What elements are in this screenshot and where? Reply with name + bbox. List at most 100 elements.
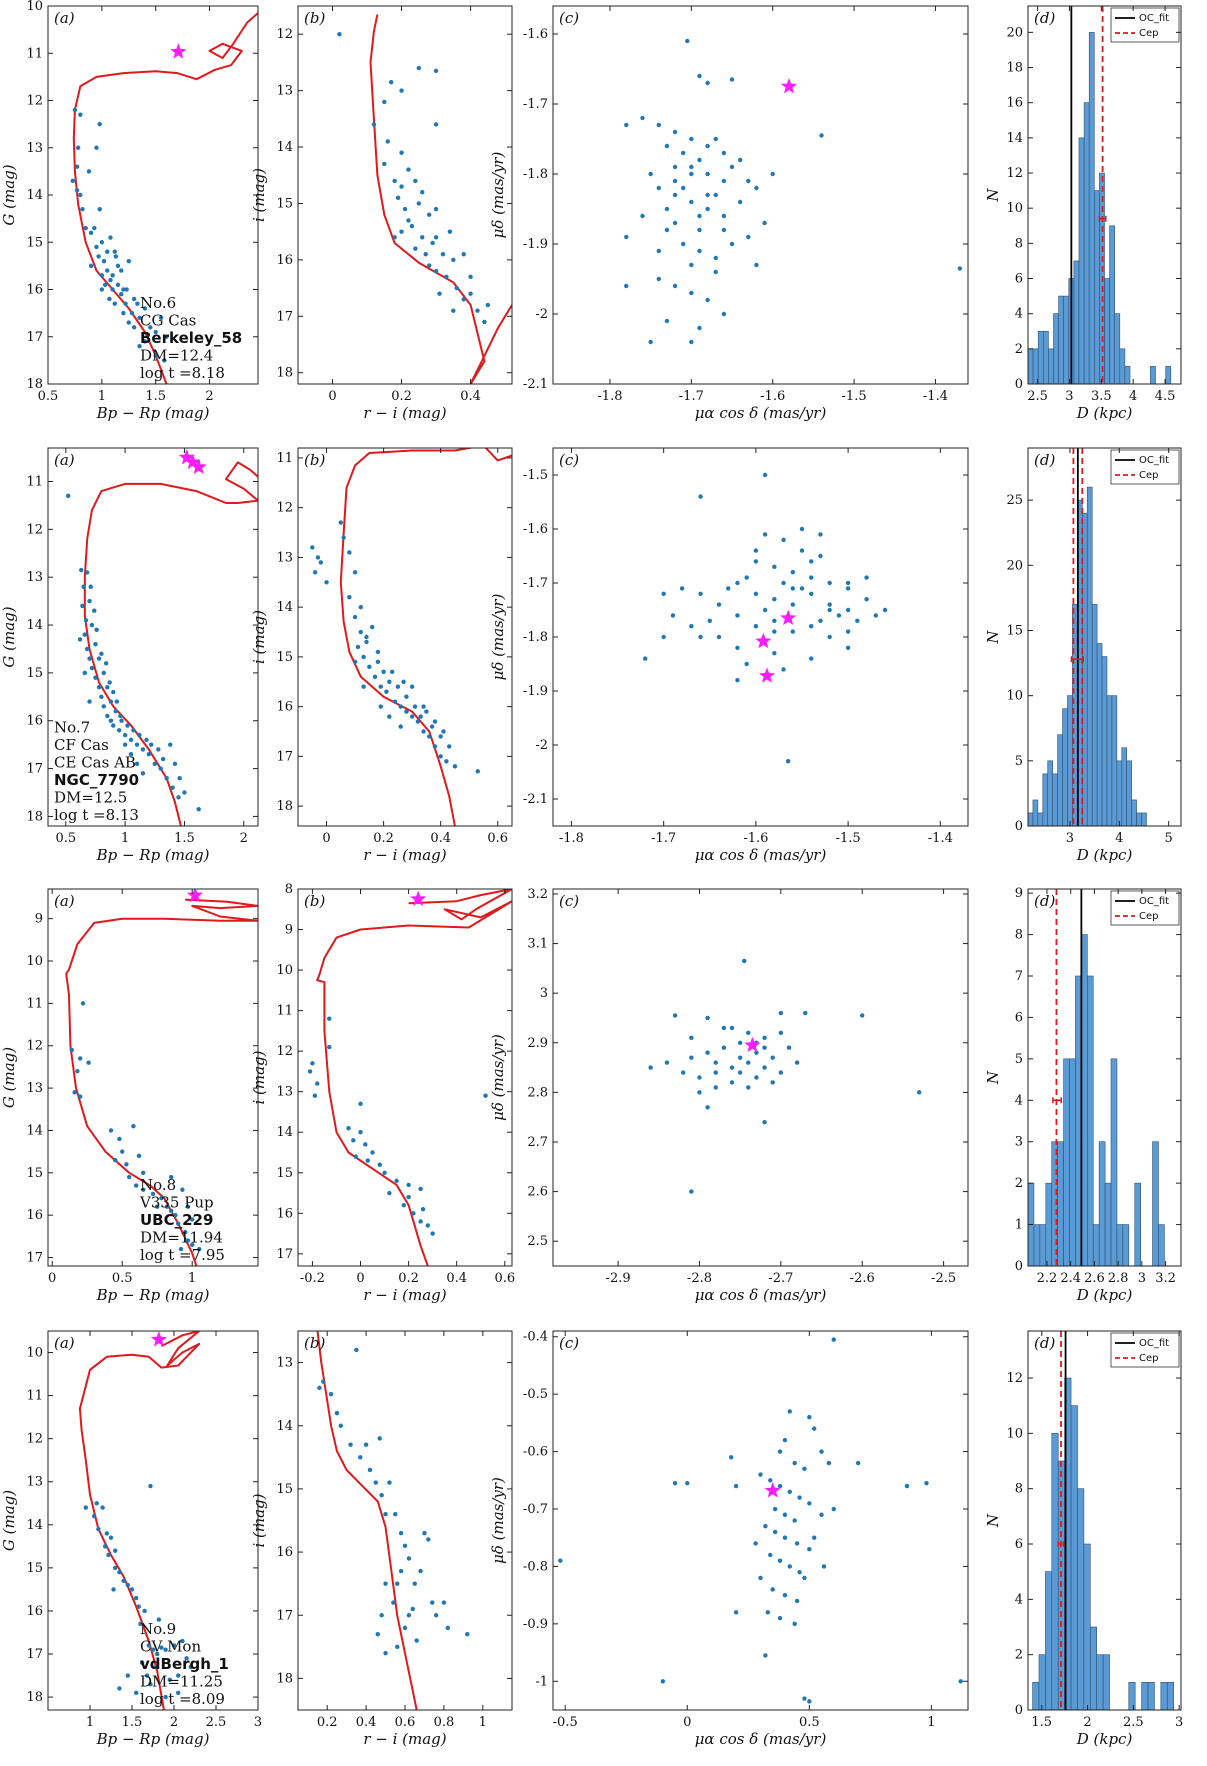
member-star-point: [785, 759, 791, 764]
member-star-point: [406, 1613, 412, 1618]
hist-bar: [1098, 1141, 1106, 1266]
y-tick-label: -1.9: [523, 684, 548, 699]
member-star-point: [75, 1068, 80, 1074]
panel-a-row3: 0 0.5 1 9 10 11 12 13 14 15 16 17 Bp − Rp (mag) G (ma…: [0, 888, 259, 1304]
member-star-point: [121, 1578, 126, 1583]
y-axis-label: N: [984, 1070, 1002, 1085]
member-star-point: [818, 553, 823, 559]
member-star-point: [382, 1170, 387, 1175]
log-age: log t =8.18: [140, 364, 225, 382]
member-star-point: [855, 618, 860, 623]
member-star-point: [670, 613, 676, 618]
member-star-point: [416, 65, 422, 71]
axes-frame: [1027, 888, 1182, 1267]
member-star-point: [819, 1512, 824, 1517]
member-star-point: [904, 1483, 910, 1489]
member-star-point: [433, 68, 439, 74]
member-star-point: [406, 1556, 412, 1561]
member-star-point: [140, 747, 146, 752]
member-star-point: [447, 744, 452, 749]
member-star-point: [451, 308, 456, 313]
member-star-point: [371, 122, 377, 127]
hist-bar: [1077, 1488, 1085, 1710]
member-star-point: [409, 223, 415, 229]
cepheid-star-marker: [780, 609, 797, 625]
member-star-point: [358, 1455, 363, 1460]
member-star-point: [382, 161, 387, 167]
member-star-point: [148, 1483, 153, 1489]
plot-area: [624, 38, 963, 345]
x-tick-label: -1.8: [559, 831, 584, 846]
member-star-point: [72, 107, 78, 113]
member-star-point: [307, 1069, 313, 1074]
x-tick-label: -2.8: [687, 1271, 712, 1286]
y-tick-label: 4: [1015, 307, 1023, 322]
member-star-point: [689, 1189, 694, 1194]
y-tick-label: -1.7: [523, 576, 548, 591]
cepheid-star-marker: [758, 667, 775, 683]
y-tick-label: 17: [26, 1251, 43, 1266]
y-tick-label: 2.6: [527, 1185, 548, 1200]
member-star-point: [433, 206, 439, 212]
member-star-point: [182, 790, 187, 795]
x-tick-label: -0.5: [553, 1715, 578, 1730]
x-tick-label: 0.2: [391, 389, 412, 404]
hist-bar: [1088, 32, 1095, 384]
member-star-point: [82, 670, 87, 676]
y-tick-label: 2: [1015, 1648, 1023, 1663]
member-star-point: [733, 1483, 739, 1489]
member-star-point: [358, 629, 363, 635]
member-star-point: [437, 291, 442, 296]
member-star-point: [697, 1090, 702, 1095]
member-star-point: [391, 1600, 396, 1605]
member-star-point: [190, 1217, 195, 1222]
member-star-point: [721, 227, 727, 233]
hist-bar: [1063, 295, 1070, 384]
hist-bar: [1160, 1682, 1168, 1710]
member-star-point: [88, 230, 94, 235]
x-axis-label: Bp − Rp (mag): [96, 1286, 210, 1304]
member-star-point: [827, 580, 832, 586]
x-tick-label: 1: [927, 1715, 935, 1730]
member-star-point: [426, 212, 432, 217]
member-star-point: [762, 1119, 767, 1125]
hist-bar: [1136, 812, 1142, 826]
y-tick-label: 14: [276, 600, 293, 615]
member-star-point: [84, 570, 90, 575]
axes-frame: [1027, 5, 1182, 385]
member-star-point: [392, 235, 397, 240]
member-star-point: [129, 310, 135, 316]
y-tick-label: 16: [26, 1604, 43, 1619]
hist-bar: [1141, 1682, 1149, 1710]
member-star-point: [762, 1045, 767, 1050]
member-star-point: [733, 1610, 739, 1615]
y-tick-label: 16: [26, 283, 43, 298]
hist-bar: [1062, 708, 1068, 826]
member-star-point: [737, 1040, 743, 1045]
member-star-point: [168, 742, 173, 747]
member-star-point: [378, 684, 383, 689]
member-star-point: [114, 699, 120, 704]
member-star-point: [423, 252, 428, 257]
y-tick-label: 9: [285, 923, 293, 938]
member-star-point: [821, 1564, 827, 1569]
member-star-point: [845, 645, 851, 650]
x-tick-label: 5: [1165, 831, 1173, 846]
member-star-point: [352, 570, 358, 575]
x-tick-label: 0: [328, 389, 336, 404]
hist-bar: [1067, 695, 1073, 826]
x-tick-label: -2.6: [850, 1271, 875, 1286]
x-tick-label: -2.7: [768, 1271, 793, 1286]
member-star-point: [809, 624, 814, 629]
panel-label: (d): [1034, 9, 1055, 27]
member-star-point: [758, 1472, 763, 1477]
member-star-point: [672, 178, 678, 184]
member-star-point: [125, 1582, 130, 1588]
x-tick-label: 0.6: [395, 1715, 416, 1730]
member-star-point: [122, 742, 128, 747]
member-star-point: [729, 77, 735, 82]
x-tick-label: -1.6: [743, 831, 768, 846]
cepheid-star-marker: [170, 43, 187, 59]
x-tick-label: 0.5: [55, 831, 76, 846]
y-tick-label: 15: [276, 1482, 293, 1497]
